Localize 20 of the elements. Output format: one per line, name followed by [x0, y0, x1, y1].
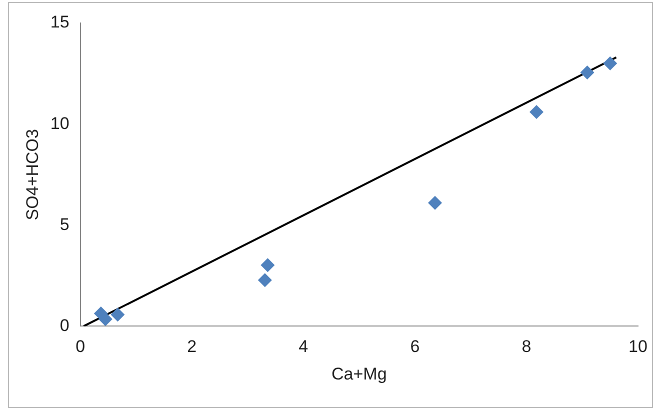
x-tick-label: 6 — [410, 337, 420, 356]
y-tick-label: 10 — [50, 114, 70, 133]
x-tick-label: 0 — [76, 337, 86, 356]
point — [260, 258, 275, 272]
y-tick-label: 15 — [50, 12, 70, 32]
point — [603, 56, 618, 70]
x-tick-label: 10 — [628, 337, 648, 356]
y-tick-label: 5 — [60, 214, 70, 234]
y-axis-title: SO4+HCO3 — [22, 129, 42, 220]
x-tick-label: 8 — [522, 337, 532, 356]
point — [530, 104, 544, 119]
point — [110, 308, 125, 322]
x-tick-label: 2 — [187, 337, 197, 356]
x-axis-title: Ca+Mg — [332, 364, 387, 384]
point — [98, 312, 112, 326]
y-tick-label: 0 — [60, 316, 70, 335]
point — [428, 196, 442, 210]
point — [258, 273, 272, 288]
point — [580, 66, 594, 80]
x-tick-label: 4 — [298, 337, 308, 356]
